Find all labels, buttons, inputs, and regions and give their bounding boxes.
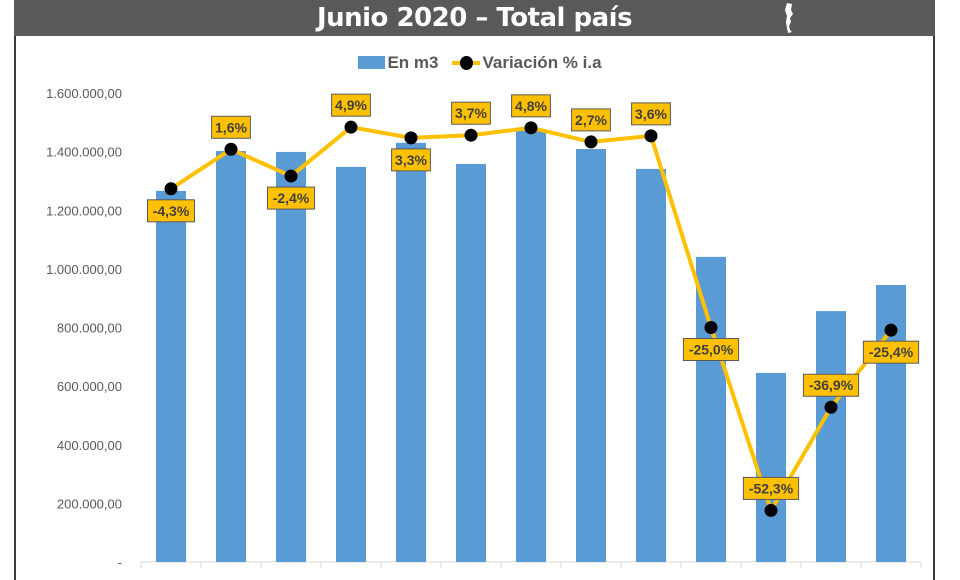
chart-legend: En m3 Variación % i.a <box>0 52 960 73</box>
data-label-box <box>742 476 800 500</box>
data-label: -25,4% <box>862 340 920 364</box>
data-label-box <box>631 102 671 126</box>
data-label: 2,7% <box>571 108 611 132</box>
data-label-text: -25,4% <box>869 344 914 360</box>
data-label-text: 3,6% <box>635 106 667 122</box>
data-label: 4,9% <box>331 93 371 117</box>
legend-label-line: Variación % i.a <box>482 52 602 72</box>
line-marker <box>584 135 598 149</box>
line-marker <box>464 128 478 142</box>
chart-frame <box>14 0 935 580</box>
line-marker <box>524 121 538 135</box>
data-label-text: 1,6% <box>215 119 247 135</box>
data-label: -25,0% <box>682 338 740 361</box>
data-label: 3,3% <box>391 148 431 172</box>
bar <box>576 148 606 562</box>
bar <box>216 151 246 562</box>
data-label-text: -4,3% <box>153 203 190 219</box>
bar <box>456 163 486 562</box>
data-label: -4,3% <box>147 199 195 223</box>
line-marker <box>164 182 178 196</box>
legend-swatch-bar <box>358 56 386 70</box>
legend-label-bar: En m3 <box>387 52 439 72</box>
data-label: 1,6% <box>211 115 251 139</box>
y-tick-label: 800.000,00 <box>57 321 122 336</box>
data-label: 4,8% <box>511 94 551 118</box>
bar <box>696 256 726 562</box>
argentina-map-icon <box>785 3 793 33</box>
data-label: -2,4% <box>267 186 315 210</box>
data-label-box <box>331 93 371 117</box>
data-label: 3,6% <box>631 102 671 126</box>
chart-title: Junio 2020 – Total país <box>316 3 633 33</box>
data-label: -36,9% <box>802 373 860 397</box>
data-label-box <box>571 108 611 132</box>
line-marker <box>704 321 718 334</box>
bar <box>276 151 306 562</box>
data-label-box <box>682 338 740 361</box>
y-tick-label: 1.000.000,00 <box>46 262 122 277</box>
y-tick-label: 200.000,00 <box>57 496 122 511</box>
data-label-box <box>267 186 315 210</box>
y-tick-label: 1.200.000,00 <box>46 203 122 218</box>
y-tick-label: 1.600.000,00 <box>46 86 122 101</box>
data-label-text: -2,4% <box>273 190 310 206</box>
y-tick-label: 400.000,00 <box>57 438 122 453</box>
data-label-text: 3,7% <box>455 105 487 121</box>
data-label: -52,3% <box>742 476 800 500</box>
y-tick-label: - <box>118 555 122 570</box>
data-label-text: 2,7% <box>575 112 607 128</box>
bar <box>516 129 546 562</box>
data-label-box <box>802 373 860 397</box>
data-label-text: 4,8% <box>515 98 547 114</box>
line-marker <box>404 131 418 145</box>
chart-header: Junio 2020 – Total país <box>14 0 935 36</box>
line-marker <box>644 129 658 143</box>
line-marker <box>824 400 838 414</box>
data-label: 3,7% <box>451 101 491 125</box>
line-marker <box>224 142 238 156</box>
bar <box>336 166 366 562</box>
bar <box>396 142 426 563</box>
line-marker <box>344 120 358 134</box>
data-label-box <box>451 101 491 125</box>
data-label-box <box>211 115 251 139</box>
bar <box>156 190 186 562</box>
bar <box>756 372 786 562</box>
data-label-box <box>862 340 920 364</box>
bar <box>816 311 846 562</box>
data-label-text: 3,3% <box>395 152 427 168</box>
data-label-text: -52,3% <box>749 480 794 496</box>
line-marker <box>764 503 778 517</box>
data-label-box <box>391 148 431 172</box>
data-label-box <box>511 94 551 118</box>
legend-swatch-line <box>452 55 481 71</box>
line-marker <box>884 323 898 337</box>
bar <box>636 168 666 562</box>
data-label-text: -36,9% <box>809 377 854 393</box>
data-label-text: -25,0% <box>689 342 734 358</box>
data-label-text: 4,9% <box>335 97 367 113</box>
y-tick-label: 600.000,00 <box>57 379 122 394</box>
line-marker <box>284 169 298 183</box>
y-tick-label: 1.400.000,00 <box>46 145 122 160</box>
data-label-box <box>147 199 195 223</box>
